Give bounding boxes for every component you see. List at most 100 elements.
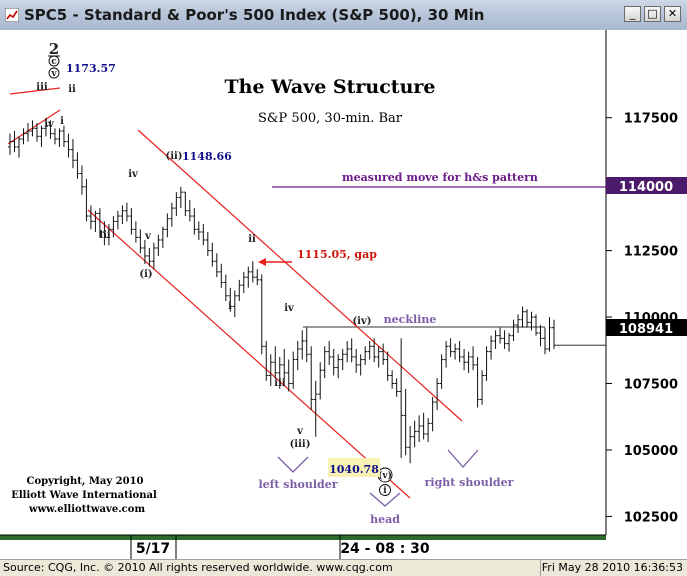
- price-bar: [156, 234, 161, 256]
- price-bar: [219, 263, 224, 288]
- price-bar: [133, 221, 138, 243]
- price-bar: [516, 314, 521, 333]
- wave-label-ii-paren: (ii): [165, 151, 182, 162]
- left-shoulder-label: left shoulder: [258, 478, 337, 491]
- wave-label-ii-top: ii: [68, 84, 76, 95]
- price-bar: [142, 239, 147, 264]
- price-bar: [25, 123, 30, 142]
- time-tick-517: 5/17: [136, 541, 170, 557]
- status-separator: [540, 560, 541, 576]
- chart-title: The Wave Structure: [225, 76, 436, 98]
- price-bar: [520, 306, 525, 328]
- price-bar: [223, 274, 228, 302]
- chart-area[interactable]: 1025001050001075001100001125001150001175…: [0, 30, 687, 559]
- price-bar: [498, 327, 503, 344]
- price-label-1173: 1173.57: [66, 62, 116, 75]
- status-bar: Source: CQG, Inc. © 2010 All rights rese…: [0, 559, 687, 576]
- price-bar: [538, 325, 543, 347]
- price-bar: [30, 120, 35, 137]
- low-price-box: [328, 458, 380, 477]
- price-bar: [493, 330, 498, 349]
- title-bar[interactable]: SPC5 - Standard & Poor's 500 Index (S&P …: [0, 0, 687, 31]
- time-axis: 5/17 24 - 08 : 30: [0, 534, 606, 559]
- price-bar: [376, 346, 381, 368]
- price-bar: [318, 362, 323, 400]
- wave-label-iii-top: iii: [36, 82, 48, 93]
- price-bar: [448, 338, 453, 357]
- price-bar: [93, 210, 98, 232]
- wave-v-circle: [48, 67, 60, 79]
- price-axis-panel: [606, 30, 687, 559]
- price-bar: [511, 319, 516, 341]
- price-bar: [439, 354, 444, 389]
- price-bar: [399, 338, 404, 458]
- status-timestamp: Fri May 28 2010 16:36:53: [541, 561, 683, 574]
- price-bar: [264, 340, 269, 381]
- price-bar: [34, 123, 39, 142]
- copyright-line-2: Elliott Wave International: [11, 490, 157, 501]
- price-chart[interactable]: 1025001050001075001100001125001150001175…: [0, 30, 687, 559]
- price-tick-label: 107500: [624, 378, 678, 393]
- wave-label-iii-paren: (iii): [290, 439, 311, 450]
- price-bar: [66, 133, 71, 158]
- price-bar: [43, 117, 48, 137]
- wave-label-i-circle: i: [383, 486, 387, 496]
- price-bar: [237, 279, 242, 302]
- right-shoulder-label: right shoulder: [425, 476, 514, 489]
- wave-label-v-top: v: [50, 69, 57, 79]
- price-bar: [277, 356, 282, 389]
- price-bar: [309, 346, 314, 411]
- wave-label-2: 2: [49, 40, 59, 58]
- wave-label-iv-a: iv: [128, 169, 139, 180]
- wave-label-v-b: v: [296, 426, 304, 437]
- price-bar: [138, 229, 143, 254]
- price-bar: [430, 396, 435, 432]
- measured-move-value-box: [606, 177, 687, 194]
- maximize-button[interactable]: □: [644, 6, 661, 22]
- wave-label-i-b: i: [228, 301, 232, 312]
- price-bar: [259, 274, 264, 355]
- price-bar: [165, 213, 170, 238]
- price-bar: [187, 200, 192, 222]
- price-bar: [111, 216, 116, 238]
- wave-label-i-paren: (i): [139, 269, 152, 280]
- price-label-1148: 1148.66: [182, 150, 232, 163]
- price-bar: [403, 388, 408, 456]
- price-bar: [97, 208, 102, 238]
- wave-label-iii-a: iii: [99, 230, 111, 241]
- price-bar: [507, 333, 512, 352]
- price-bar: [390, 370, 395, 389]
- price-bar: [286, 359, 291, 392]
- price-bar: [84, 178, 89, 222]
- price-bar: [444, 340, 449, 368]
- measured-move-label: measured move for h&s pattern: [342, 171, 538, 184]
- price-bar: [196, 221, 201, 240]
- price-bar: [543, 327, 548, 355]
- price-tick-label: 117500: [624, 112, 678, 127]
- price-bar: [363, 346, 368, 365]
- wave-label-v-a: v: [144, 231, 152, 242]
- close-button[interactable]: ✕: [664, 6, 681, 22]
- price-bar: [124, 202, 129, 222]
- price-bar: [322, 346, 327, 379]
- price-bar: [129, 208, 134, 235]
- price-bar: [372, 338, 377, 363]
- price-bar: [453, 343, 458, 360]
- price-bar: [75, 152, 80, 179]
- price-bar: [250, 261, 255, 283]
- price-bar: [349, 338, 354, 363]
- price-bar: [228, 287, 233, 312]
- wave-c-circle: [48, 55, 60, 67]
- price-bar: [381, 343, 386, 365]
- minimize-button[interactable]: _: [624, 6, 641, 22]
- price-tick-label: 105000: [624, 444, 678, 459]
- price-bar: [61, 125, 66, 147]
- price-bar: [70, 138, 75, 169]
- price-bar: [525, 309, 530, 328]
- copyright-line-1: Copyright, May 2010: [26, 476, 143, 487]
- price-bar: [304, 327, 309, 363]
- price-bar: [336, 354, 341, 379]
- price-bar: [435, 378, 440, 411]
- price-bar: [120, 205, 125, 225]
- price-bar: [268, 354, 273, 387]
